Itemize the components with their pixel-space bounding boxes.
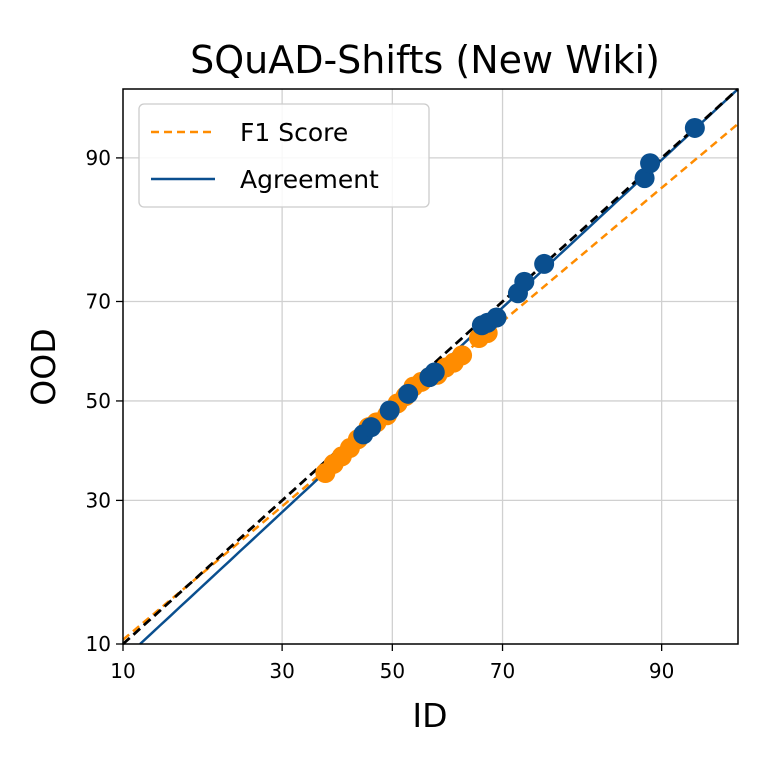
agreement-point-8 (486, 307, 507, 328)
x-tick-label-70: 70 (490, 659, 515, 683)
agreement-point-13 (640, 153, 661, 174)
plot-frame (122, 88, 739, 645)
f1-point-16 (452, 345, 473, 366)
data-points (315, 117, 705, 484)
x-tick-label-90: 90 (649, 659, 674, 683)
x-tick-label-50: 50 (380, 659, 405, 683)
legend-agreement-label: Agreement (240, 165, 379, 194)
y-tick-label-30: 30 (86, 488, 111, 512)
y-tick-label-90: 90 (86, 146, 111, 170)
legend: F1 Score Agreement (138, 103, 430, 208)
x-axis-label: ID (412, 696, 447, 735)
y-axis-label: OOD (24, 328, 63, 405)
legend-f1-label: F1 Score (240, 118, 348, 147)
x-tick-label-30: 30 (269, 659, 294, 683)
agreement-point-10 (514, 271, 535, 292)
y-tick-label-10: 10 (86, 632, 111, 656)
y-tick-label-50: 50 (86, 389, 111, 413)
ticks: 10 30 50 70 90 10 30 50 70 90 (86, 146, 675, 683)
fit-line-f1 (122, 122, 739, 641)
agreement-point-1 (361, 417, 382, 438)
legend-box (138, 103, 430, 208)
agreement-point-14 (684, 117, 705, 138)
chart-title: SQuAD-Shifts (New Wiki) (190, 38, 660, 82)
agreement-point-5 (424, 362, 445, 383)
agreement-point-2 (379, 400, 400, 421)
x-tick-label-10: 10 (110, 659, 135, 683)
agreement-point-3 (398, 383, 419, 404)
y-tick-label-70: 70 (86, 289, 111, 313)
agreement-point-11 (534, 253, 555, 274)
